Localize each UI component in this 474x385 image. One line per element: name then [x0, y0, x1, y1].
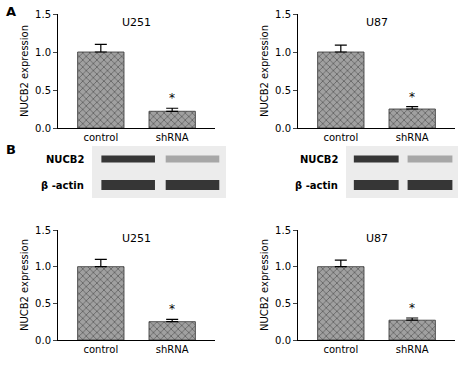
svg-text:NUCB2: NUCB2	[46, 154, 84, 165]
svg-text:1.0: 1.0	[35, 261, 51, 272]
svg-text:NUCB2 expression: NUCB2 expression	[19, 239, 30, 331]
svg-text:1.5: 1.5	[275, 9, 291, 20]
svg-text:1.0: 1.0	[35, 47, 51, 58]
svg-text:β -actin: β -actin	[41, 180, 84, 191]
svg-text:0.5: 0.5	[35, 298, 51, 309]
svg-text:0.0: 0.0	[275, 335, 291, 346]
svg-text:control: control	[83, 132, 118, 143]
svg-text:0.5: 0.5	[275, 298, 291, 309]
svg-text:0.0: 0.0	[275, 123, 291, 134]
svg-text:1.5: 1.5	[35, 225, 51, 236]
svg-text:0.5: 0.5	[275, 85, 291, 96]
svg-text:U251: U251	[122, 16, 151, 29]
svg-text:shRNA: shRNA	[396, 132, 429, 143]
svg-text:shRNA: shRNA	[156, 344, 189, 355]
svg-text:0.0: 0.0	[35, 335, 51, 346]
svg-text:1.5: 1.5	[275, 225, 291, 236]
svg-text:control: control	[83, 344, 118, 355]
svg-text:control: control	[323, 132, 358, 143]
svg-text:U87: U87	[366, 232, 388, 245]
svg-text:U251: U251	[122, 232, 151, 245]
svg-text:U87: U87	[366, 16, 388, 29]
svg-text:1.5: 1.5	[35, 9, 51, 20]
svg-text:control: control	[323, 344, 358, 355]
svg-text:0.5: 0.5	[35, 85, 51, 96]
svg-text:*: *	[409, 90, 415, 104]
svg-text:*: *	[409, 301, 415, 315]
svg-text:shRNA: shRNA	[156, 132, 189, 143]
svg-text:NUCB2 expression: NUCB2 expression	[259, 25, 270, 117]
svg-text:NUCB2 expression: NUCB2 expression	[259, 239, 270, 331]
svg-text:β -actin: β -actin	[295, 180, 338, 191]
svg-text:NUCB2 expression: NUCB2 expression	[19, 25, 30, 117]
svg-text:B: B	[6, 142, 16, 157]
svg-text:0.0: 0.0	[35, 123, 51, 134]
svg-text:NUCB2: NUCB2	[300, 154, 338, 165]
svg-text:1.0: 1.0	[275, 261, 291, 272]
svg-text:*: *	[169, 91, 175, 105]
svg-text:1.0: 1.0	[275, 47, 291, 58]
svg-text:*: *	[169, 302, 175, 316]
svg-text:A: A	[6, 4, 16, 19]
svg-text:shRNA: shRNA	[396, 344, 429, 355]
